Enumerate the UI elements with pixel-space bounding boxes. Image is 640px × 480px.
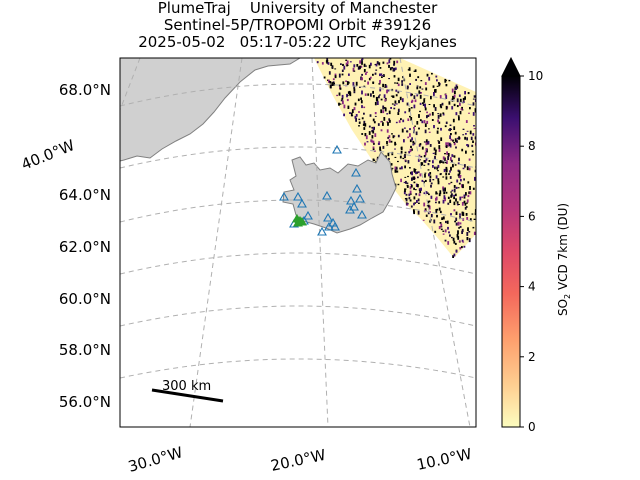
title-line-1: PlumeTraj University of Manchester bbox=[157, 0, 438, 17]
volcano-icon bbox=[345, 204, 355, 214]
volcano-icon bbox=[349, 201, 359, 211]
volcano-icon bbox=[352, 183, 362, 193]
volcano-icon bbox=[293, 191, 303, 201]
map-area: 300 km bbox=[120, 58, 476, 427]
scale-bar-label: 300 km bbox=[162, 379, 211, 394]
lon-label: 20.0°W bbox=[269, 446, 327, 475]
iceland-landmass bbox=[282, 151, 397, 234]
lat-label: 62.0°N bbox=[59, 238, 111, 256]
volcano-icon bbox=[351, 167, 361, 177]
colorbar-label: SO2 VCD 7km (DU) bbox=[556, 203, 572, 316]
colorbar-tick-label: 8 bbox=[528, 139, 536, 153]
colorbar-gradient bbox=[501, 75, 521, 428]
volcano-icon bbox=[323, 212, 333, 222]
volcano-icon bbox=[297, 216, 307, 226]
colorbar-tick-label: 6 bbox=[528, 209, 536, 223]
lat-label: 64.0°N bbox=[59, 186, 111, 204]
scale-bar bbox=[151, 388, 224, 403]
title-line-3: 2025-05-02 05:17-05:22 UTC Reykjanes bbox=[138, 33, 457, 51]
lat-label: 60.0°N bbox=[59, 290, 111, 308]
latitude-labels: 68.0°N 64.0°N 62.0°N 60.0°N 58.0°N 56.0°… bbox=[59, 81, 111, 411]
active-volcano-markers bbox=[292, 213, 307, 227]
title-line-2: Sentinel-5P/TROPOMI Orbit #39126 bbox=[163, 16, 432, 34]
colorbar-tick-label: 0 bbox=[528, 420, 536, 434]
volcano-icon bbox=[332, 144, 342, 154]
colorbar: 0 2 4 6 8 10 SO2 VCD 7km (DU) bbox=[501, 56, 572, 434]
colorbar-ticks: 0 2 4 6 8 10 bbox=[520, 69, 543, 434]
greenland-landmass bbox=[120, 58, 301, 162]
graticule bbox=[120, 58, 476, 427]
volcano-icon bbox=[346, 195, 356, 205]
volcano-icon bbox=[279, 191, 289, 201]
lon-label: 10.0°W bbox=[415, 445, 473, 474]
lat-label: 56.0°N bbox=[59, 393, 111, 411]
lat-label: 68.0°N bbox=[59, 81, 111, 99]
map-frame bbox=[119, 57, 477, 428]
volcano-icon bbox=[297, 198, 307, 208]
volcano-icon bbox=[355, 193, 365, 203]
lon-label: 30.0°W bbox=[126, 443, 185, 476]
swath-noise-pixels bbox=[316, 58, 476, 258]
volcano-icon bbox=[324, 221, 334, 231]
volcano-icon bbox=[317, 226, 327, 236]
colorbar-extend-arrow bbox=[501, 56, 521, 77]
volcano-icon bbox=[303, 210, 313, 220]
volcano-icon bbox=[330, 221, 340, 231]
lon-label-left: 40.0°W bbox=[19, 136, 78, 174]
colorbar-tick-label: 10 bbox=[528, 69, 543, 83]
colorbar-tick-label: 2 bbox=[528, 350, 536, 364]
volcano-icon bbox=[357, 209, 367, 219]
volcano-icon bbox=[322, 190, 332, 200]
lat-label: 58.0°N bbox=[59, 341, 111, 359]
colorbar-tick-label: 4 bbox=[528, 280, 536, 294]
